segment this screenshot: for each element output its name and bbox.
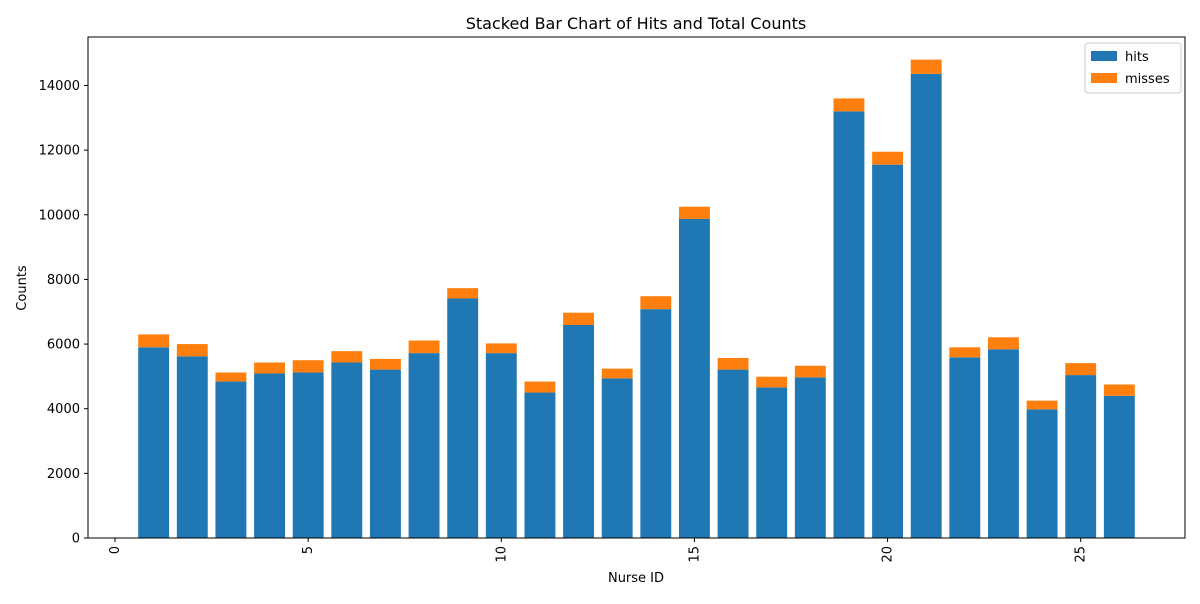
y-axis-label: Counts [15,265,30,311]
bar-misses-24 [1026,400,1058,410]
bar-misses-11 [524,381,556,393]
x-tick-label: 25 [1074,546,1089,563]
bar-hits-23 [988,349,1019,538]
bar-misses-22 [949,347,981,358]
bar-hits-6 [331,362,363,538]
legend-swatch-hits [1091,51,1117,61]
bar-hits-20 [872,164,904,538]
bar-hits-26 [1103,395,1135,538]
bar-misses-5 [292,360,324,373]
bar-misses-6 [331,351,363,363]
bar-hits-8 [408,353,440,538]
bar-misses-9 [447,288,479,299]
chart-title: Stacked Bar Chart of Hits and Total Coun… [466,14,806,33]
bar-hits-21 [910,73,942,538]
y-tick-label: 0 [72,532,80,547]
x-tick-label: 15 [687,546,702,563]
bar-hits-18 [794,377,826,538]
bar-misses-19 [833,98,865,112]
x-tick-label: 0 [108,546,123,554]
x-tick-label: 10 [494,546,509,563]
bar-misses-17 [756,376,788,388]
bar-misses-15 [678,206,710,219]
plot-frame [87,36,1186,539]
bar-misses-12 [563,312,595,325]
bar-misses-18 [794,365,826,378]
bar-hits-25 [1065,375,1097,538]
bar-hits-15 [678,218,710,538]
bar-misses-2 [176,344,208,357]
bars-layer [138,59,1135,539]
y-tick-label: 4000 [47,402,80,417]
bar-hits-11 [524,392,556,538]
bar-hits-16 [717,369,749,538]
x-tick-label: 5 [301,546,316,554]
y-tick-label: 10000 [39,208,80,223]
bar-misses-13 [601,368,633,379]
legend-label-misses: misses [1125,72,1170,87]
bar-hits-24 [1026,409,1058,538]
bar-misses-25 [1065,363,1097,376]
y-axis: 0 2000 4000 6000 8000 10000 12000 14000 [39,79,88,547]
bar-hits-5 [292,372,324,538]
bar-misses-23 [988,337,1019,350]
bar-misses-3 [215,372,247,382]
bar-misses-20 [872,151,904,165]
bar-misses-8 [408,340,440,354]
bar-hits-19 [833,111,865,539]
bar-hits-22 [949,357,981,538]
y-tick-label: 12000 [39,144,80,159]
bar-misses-1 [138,334,170,348]
bar-hits-10 [485,353,517,538]
bar-hits-12 [563,324,595,538]
y-tick-label: 2000 [47,467,80,482]
bar-misses-4 [254,362,285,374]
bar-hits-2 [176,356,208,538]
bar-hits-14 [640,309,672,538]
x-axis-label: Nurse ID [608,571,664,586]
bar-misses-21 [910,59,942,74]
x-axis: 0 5 10 15 20 25 [108,538,1089,563]
bar-hits-4 [254,373,285,538]
bar-hits-1 [138,347,170,538]
bar-misses-10 [485,343,517,354]
bar-hits-17 [756,387,788,538]
bar-misses-16 [717,357,749,370]
bar-hits-13 [601,378,633,538]
legend: hits misses [1084,42,1182,94]
bar-hits-9 [447,298,479,538]
y-tick-label: 6000 [47,338,80,353]
x-tick-label: 20 [881,546,896,563]
legend-label-hits: hits [1125,50,1149,65]
bar-misses-14 [640,296,672,310]
bar-hits-3 [215,381,247,538]
bar-hits-7 [369,369,401,538]
bar-misses-26 [1103,384,1135,396]
y-tick-label: 8000 [47,273,80,288]
y-tick-label: 14000 [39,79,80,94]
legend-swatch-misses [1091,73,1117,83]
bar-misses-7 [369,358,401,370]
